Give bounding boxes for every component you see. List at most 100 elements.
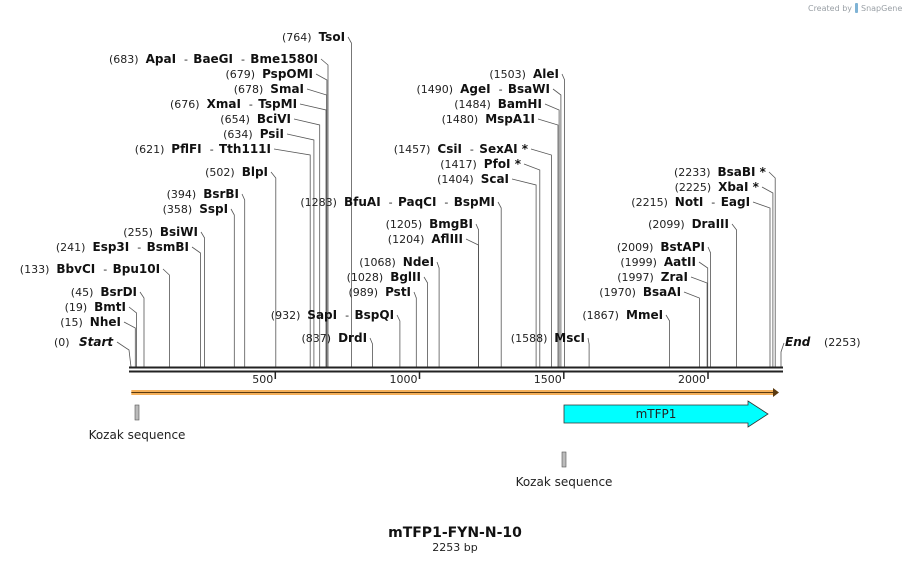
orf-strip[interactable]	[131, 388, 779, 397]
site-label[interactable]: (1404) ScaI	[437, 172, 509, 186]
site-position: (1204)	[388, 233, 425, 246]
enzyme-name: DrdI	[338, 331, 367, 345]
site-label[interactable]: (764) TsoI	[282, 30, 345, 44]
ruler-tick: 1500	[534, 372, 565, 386]
site-label[interactable]: (1999) AatII	[620, 255, 696, 269]
site-label[interactable]: (1997) ZraI	[617, 270, 688, 284]
site-position: (1588)	[511, 332, 548, 345]
site-separator: -	[499, 83, 503, 96]
site-position: (989)	[349, 286, 379, 299]
enzyme-name: MspA1I	[485, 112, 535, 126]
enzyme-name: AgeI	[460, 82, 490, 96]
site-label[interactable]: (133) BbvCI - Bpu10I	[20, 262, 160, 276]
enzyme-name: DraIII	[692, 217, 729, 231]
ruler-tick: 500	[252, 372, 277, 386]
feature-kozak[interactable]: Kozak sequence	[89, 404, 186, 442]
site-leader	[299, 103, 327, 367]
site-position: (1417)	[440, 158, 477, 171]
site-label[interactable]: (1283) BfuAI - PaqCI - BspMI	[300, 195, 495, 209]
site-label[interactable]: (394) BsrBI	[167, 187, 239, 201]
site-label[interactable]: (1503) AleI	[489, 67, 559, 81]
site-label[interactable]: (634) PsiI	[223, 127, 284, 141]
site-leader	[523, 163, 541, 367]
site-position: (1484)	[454, 98, 491, 111]
enzyme-name: BbvCI	[56, 262, 95, 276]
site-label[interactable]: (621) PflFI - Tth111I	[135, 142, 271, 156]
site-label[interactable]: (1867) MmeI	[582, 308, 663, 322]
site-separator: -	[137, 241, 141, 254]
site-label[interactable]: (2099) DraIII	[648, 217, 729, 231]
sequence-name: mTFP1-FYN-N-10	[388, 525, 522, 541]
site-leader	[320, 58, 329, 367]
feature-label: Kozak sequence	[89, 428, 186, 442]
site-leader	[690, 276, 708, 367]
site-position: (678)	[234, 83, 264, 96]
site-label[interactable]: (1970) BsaAI	[599, 285, 681, 299]
site-label[interactable]: (683) ApaI - BaeGI - Bme1580I	[109, 52, 318, 66]
site-leader	[423, 276, 429, 367]
site-position: (241)	[56, 241, 86, 254]
site-label[interactable]: (932) SapI - BspQI	[271, 308, 394, 322]
enzyme-name: SspI	[199, 202, 228, 216]
site-label[interactable]: (1028) BglII	[347, 270, 421, 284]
site-label[interactable]: (654) BciVI	[220, 112, 291, 126]
enzyme-name: BsaAI	[643, 285, 681, 299]
site-label[interactable]: (1205) BmgBI	[386, 217, 473, 231]
enzyme-name: BsrBI	[203, 187, 239, 201]
site-label[interactable]: (1204) AflIII	[388, 232, 463, 246]
site-position: (358)	[163, 203, 193, 216]
site-label[interactable]: (1490) AgeI - BsaWI	[417, 82, 550, 96]
enzyme-name: PflFI	[171, 142, 201, 156]
enzyme-name: SapI	[307, 308, 337, 322]
site-label[interactable]: (989) PstI	[349, 285, 412, 299]
feature-kozak[interactable]: Kozak sequence	[516, 451, 613, 489]
site-label[interactable]: (1480) MspA1I	[442, 112, 535, 126]
enzyme-name: BsrDI	[100, 285, 137, 299]
site-position: (45)	[71, 286, 94, 299]
enzyme-name: PspOMI	[262, 67, 313, 81]
start-label: (0) Start	[54, 335, 114, 349]
site-label[interactable]: (45) BsrDI	[71, 285, 137, 299]
site-label[interactable]: (2233) BsaBI *	[674, 165, 767, 179]
site-label[interactable]: (837) DrdI	[302, 331, 368, 345]
enzyme-name: PsiI	[260, 127, 284, 141]
site-leader	[286, 133, 315, 367]
site-label[interactable]: (1484) BamHI	[454, 97, 542, 111]
feature-mtfp1[interactable]: mTFP1	[563, 400, 769, 428]
site-label[interactable]: (358) SspI	[163, 202, 228, 216]
site-label[interactable]: (2225) XbaI *	[675, 180, 760, 194]
site-label[interactable]: (241) Esp3I - BsmBI	[56, 240, 189, 254]
enzyme-name: MscI	[554, 331, 585, 345]
enzyme-name: BaeGI	[193, 52, 233, 66]
end-label: End (2253)	[785, 335, 861, 349]
end-position: (2253)	[824, 336, 861, 349]
site-label[interactable]: (1068) NdeI	[359, 255, 434, 269]
enzyme-name: AatII	[664, 255, 696, 269]
site-label[interactable]: (676) XmaI - TspMI	[170, 97, 297, 111]
site-position: (1490)	[417, 83, 454, 96]
site-label[interactable]: (1457) CsiI - SexAI *	[394, 142, 529, 156]
enzyme-name: SmaI	[270, 82, 304, 96]
site-leader	[139, 291, 145, 367]
orf-strip-arrowhead	[773, 388, 779, 397]
ruler-ticks: 500 1000 1500 2000	[252, 372, 709, 386]
site-label[interactable]: (1588) MscI	[511, 331, 585, 345]
site-separator: -	[444, 196, 448, 209]
site-label[interactable]: (2215) NotI - EagI	[631, 195, 750, 209]
site-label[interactable]: (255) BsiWI	[123, 225, 198, 239]
enzyme-name: AflIII	[431, 232, 463, 246]
site-label[interactable]: (679) PspOMI	[226, 67, 314, 81]
site-label[interactable]: (1417) PfoI *	[440, 157, 522, 171]
start-position: (0)	[54, 336, 70, 349]
site-label[interactable]: (502) BlpI	[205, 165, 268, 179]
site-label[interactable]: (678) SmaI	[234, 82, 304, 96]
enzyme-name: BsmBI	[147, 240, 189, 254]
site-label[interactable]: (19) BmtI	[65, 300, 126, 314]
site-label[interactable]: (2009) BstAPI	[617, 240, 705, 254]
site-separator: -	[249, 98, 253, 111]
enzyme-name: BmtI	[94, 300, 126, 314]
site-leader	[293, 118, 321, 367]
site-leader	[497, 201, 502, 367]
site-label[interactable]: (15) NheI	[60, 315, 121, 329]
